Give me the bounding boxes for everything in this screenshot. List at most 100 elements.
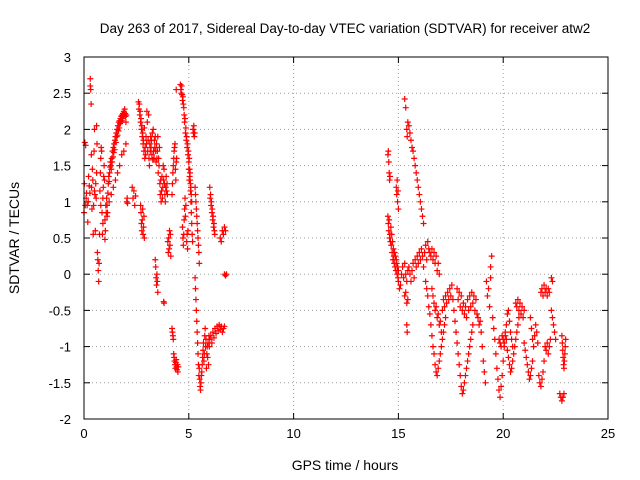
data-point — [155, 169, 162, 176]
data-point — [434, 314, 441, 321]
data-point — [96, 260, 103, 267]
data-point — [501, 339, 508, 346]
data-point — [87, 86, 94, 93]
y-tick-label: -1 — [59, 340, 71, 355]
data-point — [394, 198, 401, 205]
data-point — [386, 169, 393, 176]
data-point — [182, 115, 189, 122]
x-tick-label: 0 — [80, 426, 87, 441]
data-point — [483, 278, 490, 285]
data-point — [151, 137, 158, 144]
data-point — [183, 238, 190, 245]
data-point — [417, 256, 424, 263]
data-point — [436, 321, 443, 328]
data-point — [524, 361, 531, 368]
data-point — [527, 372, 534, 379]
data-point — [139, 216, 146, 223]
data-point — [436, 358, 443, 365]
data-point — [521, 339, 528, 346]
data-point — [193, 206, 200, 213]
data-point — [505, 354, 512, 361]
data-point — [193, 307, 200, 314]
data-point — [428, 285, 435, 292]
data-point — [155, 155, 162, 162]
data-point — [442, 314, 449, 321]
data-point — [407, 137, 414, 144]
data-point — [391, 249, 398, 256]
y-tick-label: -1.5 — [49, 376, 71, 391]
data-point — [476, 321, 483, 328]
data-point — [448, 282, 455, 289]
data-point — [192, 198, 199, 205]
data-point — [385, 220, 392, 227]
data-point — [190, 122, 197, 129]
data-point — [427, 321, 434, 328]
data-point — [533, 329, 540, 336]
data-point — [499, 332, 506, 339]
data-point — [124, 195, 131, 202]
data-point — [106, 198, 113, 205]
data-point — [416, 191, 423, 198]
data-point — [558, 397, 565, 404]
data-point — [169, 191, 176, 198]
data-point — [116, 162, 123, 169]
data-point — [208, 339, 215, 346]
data-point — [122, 119, 129, 126]
data-point — [210, 213, 217, 220]
data-point — [109, 153, 116, 160]
data-point — [496, 387, 503, 394]
data-point — [433, 303, 440, 310]
data-point — [91, 148, 98, 155]
data-point — [488, 253, 495, 260]
data-point — [194, 329, 201, 336]
data-point — [132, 193, 139, 200]
data-point — [111, 146, 118, 153]
data-point — [493, 365, 500, 372]
data-point — [467, 336, 474, 343]
x-tick-label: 20 — [496, 426, 510, 441]
data-point — [499, 372, 506, 379]
data-point — [395, 206, 402, 213]
data-point — [202, 325, 209, 332]
data-point — [541, 358, 548, 365]
data-point — [409, 267, 416, 274]
data-point — [193, 213, 200, 220]
data-point — [388, 242, 395, 249]
data-point — [120, 148, 127, 155]
data-point — [437, 318, 444, 325]
data-point — [81, 139, 88, 146]
data-point — [210, 220, 217, 227]
data-point — [92, 180, 99, 187]
data-point — [537, 383, 544, 390]
data-point — [206, 184, 213, 191]
data-point — [194, 339, 201, 346]
data-point — [469, 300, 476, 307]
data-point — [150, 126, 157, 133]
data-point — [146, 162, 153, 169]
data-point — [514, 296, 521, 303]
data-point — [521, 307, 528, 314]
data-point — [404, 329, 411, 336]
data-point — [519, 303, 526, 310]
data-point — [463, 314, 470, 321]
x-tick-label: 25 — [601, 426, 615, 441]
data-point — [192, 296, 199, 303]
data-point — [504, 347, 511, 354]
data-point — [545, 350, 552, 357]
data-point — [427, 253, 434, 260]
y-tick-label: 1 — [64, 195, 71, 210]
x-tick-label: 5 — [185, 426, 192, 441]
data-point — [88, 151, 95, 158]
data-point — [154, 278, 161, 285]
data-point — [167, 253, 174, 260]
data-point — [174, 368, 181, 375]
data-point — [522, 347, 529, 354]
data-point — [189, 238, 196, 245]
data-point — [172, 177, 179, 184]
data-point — [172, 166, 179, 173]
data-point — [405, 263, 412, 270]
data-point — [443, 300, 450, 307]
data-point — [455, 296, 462, 303]
data-point — [144, 119, 151, 126]
data-point — [432, 307, 439, 314]
